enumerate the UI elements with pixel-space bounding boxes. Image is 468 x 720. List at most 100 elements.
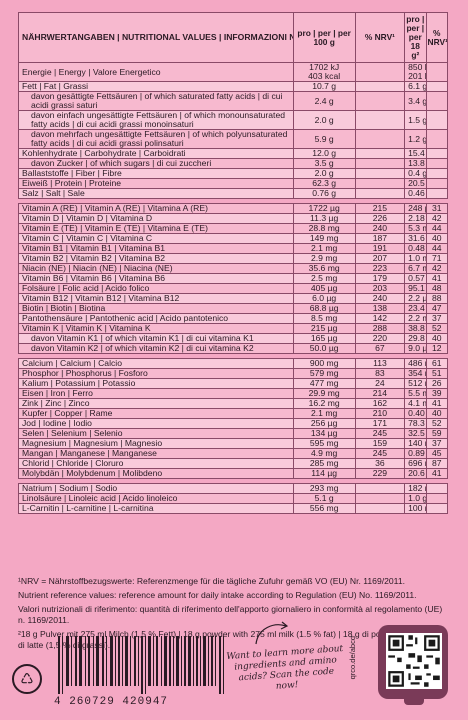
nrv-per18: 40 bbox=[425, 408, 449, 419]
table-row: davon mehrfach ungesättigte Fettsäuren |… bbox=[18, 129, 449, 149]
nrv-per18 bbox=[425, 129, 449, 149]
value-per100: 556 mg bbox=[292, 503, 356, 514]
value-per18: 512 mg bbox=[404, 378, 427, 389]
value-per100: 62.3 g bbox=[292, 178, 356, 189]
value-per100: 134 µg bbox=[292, 428, 356, 439]
recycle-icon: ♺ bbox=[12, 664, 42, 694]
value-per18: 32.5 µg bbox=[404, 428, 427, 439]
value-per18: 0.46 g bbox=[404, 188, 427, 199]
value-per100: 3.5 g bbox=[292, 158, 356, 169]
nrv-per100: 288 bbox=[354, 323, 406, 334]
row-name: Chlorid | Chloride | Cloruro bbox=[18, 458, 294, 469]
table-row: Vitamin C | Vitamin C | Vitamina C 149 mg… bbox=[18, 233, 449, 244]
header-per18: pro | per | per 18 g² bbox=[404, 12, 427, 63]
table-row: Vitamin B2 | Vitamin B2 | Vitamina B2 2.9… bbox=[18, 253, 449, 264]
table-row: davon Zucker | of which sugars | di cui … bbox=[18, 158, 449, 169]
value-per100: 595 mg bbox=[292, 438, 356, 449]
nrv-per18: 26 bbox=[425, 378, 449, 389]
nrv-per18 bbox=[425, 91, 449, 111]
value-per18: 5.5 mg bbox=[404, 388, 427, 399]
nrv-per18: 37 bbox=[425, 313, 449, 324]
value-per100: 35.6 mg bbox=[292, 263, 356, 274]
footnote-nrv-it: Valori nutrizionali di riferimento: quan… bbox=[18, 604, 443, 625]
value-per18: 78.3 µg bbox=[404, 418, 427, 429]
header-nrv2: % NRV¹ bbox=[425, 12, 449, 63]
row-name: Selen | Selenium | Selenio bbox=[18, 428, 294, 439]
nrv-per100 bbox=[354, 483, 406, 494]
table-row: Mangan | Manganese | Manganese 4.9 mg 245 0… bbox=[18, 448, 449, 459]
row-name: Vitamin K | Vitamin K | Vitamina K bbox=[18, 323, 294, 334]
qr-code-icon[interactable] bbox=[386, 633, 442, 689]
nrv-per18: 52 bbox=[425, 418, 449, 429]
nrv-per100: 223 bbox=[354, 263, 406, 274]
row-name: L-Carnitin | L-carnitine | L-carnitina bbox=[18, 503, 294, 514]
nrv-per100: 162 bbox=[354, 398, 406, 409]
value-per100: 10.7 g bbox=[292, 81, 356, 92]
value-per18: 1.0 g bbox=[404, 493, 427, 504]
value-per100: 8.5 mg bbox=[292, 313, 356, 324]
row-name: Vitamin B6 | Vitamin B6 | Vitamina B6 bbox=[18, 273, 294, 284]
row-name: Folsäure | Folic acid | Acido folico bbox=[18, 283, 294, 294]
nrv-per18: 39 bbox=[425, 388, 449, 399]
nrv-per18: 61 bbox=[425, 358, 449, 369]
nrv-per100: 245 bbox=[354, 448, 406, 459]
value-per18: 354 mg bbox=[404, 368, 427, 379]
nrv-per18 bbox=[425, 158, 449, 169]
nrv-per100: 220 bbox=[354, 333, 406, 344]
value-per100: 28.8 mg bbox=[292, 223, 356, 234]
nrv-per100: 229 bbox=[354, 468, 406, 479]
row-name: Energie | Energy | Valore Energetico bbox=[18, 62, 294, 82]
nrv-per18: 41 bbox=[425, 468, 449, 479]
table-row: Biotin | Biotin | Biotina 68.8 µg 138 23.4 … bbox=[18, 303, 449, 314]
nrv-per18 bbox=[425, 62, 449, 82]
row-name: davon Vitamin K2 | of which vitamin K2 |… bbox=[18, 343, 294, 354]
nrv-per18 bbox=[425, 493, 449, 504]
value-per18: 3.4 g bbox=[404, 91, 427, 111]
nrv-per18: 52 bbox=[425, 323, 449, 334]
nrv-per18 bbox=[425, 188, 449, 199]
value-per100: 2.1 mg bbox=[292, 408, 356, 419]
nrv-per100 bbox=[354, 493, 406, 504]
value-per100: 477 mg bbox=[292, 378, 356, 389]
nrv-per100: 179 bbox=[354, 273, 406, 284]
footnote-nrv-en: Nutrient reference values: reference amo… bbox=[18, 590, 417, 600]
row-name: Eisen | Iron | Ferro bbox=[18, 388, 294, 399]
nrv-per18 bbox=[425, 110, 449, 130]
row-name: Eiweiß | Protein | Proteine bbox=[18, 178, 294, 189]
value-per18: 1.2 g bbox=[404, 129, 427, 149]
value-per100: 11.3 µg bbox=[292, 213, 356, 224]
footnote-nrv-de: ¹NRV = Nährstoffbezugswerte: Referenzmen… bbox=[18, 576, 405, 586]
nrv-per18: 42 bbox=[425, 263, 449, 274]
table-row: Vitamin E (TE) | Vitamin E (TE) | Vitami… bbox=[18, 223, 449, 234]
nrv-per100 bbox=[354, 81, 406, 92]
table-row: davon Vitamin K1 | of which vitamin K1 |… bbox=[18, 333, 449, 344]
nutrition-table: NÄHRWERTANGABEN | NUTRITIONAL VALUES | I… bbox=[18, 12, 449, 514]
value-per18: 4.1 mg bbox=[404, 398, 427, 409]
row-name: Biotin | Biotin | Biotina bbox=[18, 303, 294, 314]
nrv-per100: 214 bbox=[354, 388, 406, 399]
row-name: Kohlenhydrate | Carbohydrate | Carboidra… bbox=[18, 148, 294, 159]
table-row: Magnesium | Magnesium | Magnesio 595 mg 15… bbox=[18, 438, 449, 449]
table-row: Chlorid | Chloride | Cloruro 285 mg 36 696 … bbox=[18, 458, 449, 469]
table-row: Kohlenhydrate | Carbohydrate | Carboidra… bbox=[18, 148, 449, 159]
value-per18: 6.7 mg bbox=[404, 263, 427, 274]
footnotes: ¹NRV = Nährstoffbezugswerte: Referenzmen… bbox=[18, 576, 450, 654]
table-row: Folsäure | Folic acid | Acido folico 405 … bbox=[18, 283, 449, 294]
row-name: Ballaststoffe | Fiber | Fibre bbox=[18, 168, 294, 179]
nrv-per100 bbox=[354, 91, 406, 111]
value-per100: 2.9 mg bbox=[292, 253, 356, 264]
value-per100: 114 µg bbox=[292, 468, 356, 479]
qr-url[interactable]: qrco.de/abcd bbox=[348, 636, 357, 680]
row-name: davon Zucker | of which sugars | di cui … bbox=[18, 158, 294, 169]
nrv-per100: 142 bbox=[354, 313, 406, 324]
row-name: Vitamin D | Vitamin D | Vitamina D bbox=[18, 213, 294, 224]
nrv-per18: 47 bbox=[425, 303, 449, 314]
value-per18: 20.5 g bbox=[404, 178, 427, 189]
row-name: Calcium | Calcium | Calcio bbox=[18, 358, 294, 369]
row-name: Pantothensäure | Pantothenic acid | Acid… bbox=[18, 313, 294, 324]
nrv-per100 bbox=[354, 503, 406, 514]
